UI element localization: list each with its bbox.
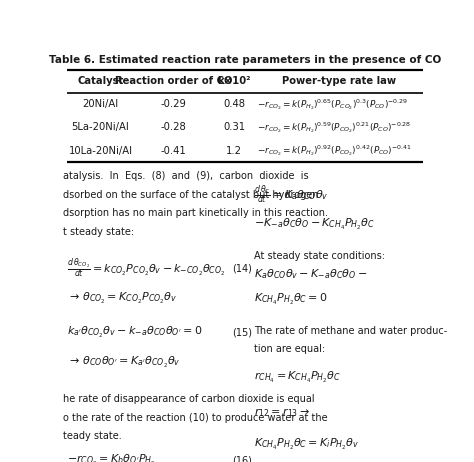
Text: -0.29: -0.29 [161,99,186,109]
Text: $r_{CH_4} = K_{CH_4}P_{H_2}\theta_C$: $r_{CH_4} = K_{CH_4}P_{H_2}\theta_C$ [254,370,341,384]
Text: $\frac{d\,\theta_C}{dt} = K_a\theta_{CO}\theta_v$: $\frac{d\,\theta_C}{dt} = K_a\theta_{CO}… [254,183,328,206]
Text: $r_{12} = r_{13} \rightarrow$: $r_{12} = r_{13} \rightarrow$ [254,406,310,419]
Text: $k_{a'}\theta_{CO_2}\theta_v - k_{-a}\theta_{CO}\theta_{O'} = 0$: $k_{a'}\theta_{CO_2}\theta_v - k_{-a}\th… [66,325,202,340]
Text: -0.28: -0.28 [161,122,186,133]
Text: dsorbed on the surface of the catalyst but hydrogen: dsorbed on the surface of the catalyst b… [63,189,319,200]
Text: 0.48: 0.48 [223,99,245,109]
Text: tion are equal:: tion are equal: [254,344,325,354]
Text: k×10²: k×10² [217,76,251,86]
Text: $K_{CH_4}P_{H_2}\theta_C = K_iP_{H_2}\theta_v$: $K_{CH_4}P_{H_2}\theta_C = K_iP_{H_2}\th… [254,437,359,452]
Text: $\frac{d\,\theta_{CO_2}}{dt} = k_{CO_2}P_{CO_2}\theta_v - k_{-CO_2}\theta_{CO_2}: $\frac{d\,\theta_{CO_2}}{dt} = k_{CO_2}P… [66,256,225,280]
Text: $\rightarrow\,\theta_{CO}\theta_{O'} = K_{a'}\theta_{CO_2}\theta_v$: $\rightarrow\,\theta_{CO}\theta_{O'} = K… [66,355,180,370]
Text: 1.2: 1.2 [226,146,242,156]
Text: Reaction order of CO: Reaction order of CO [115,76,232,86]
Text: (16): (16) [232,456,252,462]
Text: $-r_{CO_2} = k(P_{H_2})^{0.59}(P_{CO_2})^{0.21}(P_{CO})^{-0.28}$: $-r_{CO_2} = k(P_{H_2})^{0.59}(P_{CO_2})… [257,120,411,135]
Text: Power-type rate law: Power-type rate law [282,76,396,86]
Text: $-r_{CO_2} = k(P_{H_2})^{0.65}(P_{CO_2})^{0.3}(P_{CO})^{-0.29}$: $-r_{CO_2} = k(P_{H_2})^{0.65}(P_{CO_2})… [257,97,408,112]
Text: t steady state:: t steady state: [63,226,134,237]
Text: The rate of methane and water produc-: The rate of methane and water produc- [254,326,447,336]
Text: 20Ni/Al: 20Ni/Al [82,99,118,109]
Text: $\rightarrow\,\theta_{CO_2} = K_{CO_2}P_{CO_2}\theta_v$: $\rightarrow\,\theta_{CO_2} = K_{CO_2}P_… [66,291,177,306]
Text: dsorption has no main part kinetically in this reaction.: dsorption has no main part kinetically i… [63,208,328,218]
Text: $-r_{CO_2} = K_b\theta_{O'}P_{H_2}$: $-r_{CO_2} = K_b\theta_{O'}P_{H_2}$ [66,453,155,462]
Text: atalysis.  In  Eqs.  (8)  and  (9),  carbon  dioxide  is: atalysis. In Eqs. (8) and (9), carbon di… [63,171,309,181]
Text: At steady state conditions:: At steady state conditions: [254,251,385,261]
Text: (14): (14) [232,263,252,273]
Text: he rate of disappearance of carbon dioxide is equal: he rate of disappearance of carbon dioxi… [63,395,315,404]
Text: 0.31: 0.31 [223,122,245,133]
Text: (15): (15) [232,327,252,337]
Text: 5La-20Ni/Al: 5La-20Ni/Al [72,122,129,133]
Text: Table 6. Estimated reaction rate parameters in the presence of CO: Table 6. Estimated reaction rate paramet… [49,55,441,66]
Text: $K_a\theta_{CO}\theta_v - K_{-a}\theta_C\theta_O -$: $K_a\theta_{CO}\theta_v - K_{-a}\theta_C… [254,267,367,281]
Text: $-K_{-a}\theta_C\theta_O - K_{CH_4}P_{H_2}\theta_C$: $-K_{-a}\theta_C\theta_O - K_{CH_4}P_{H_… [254,217,375,232]
Text: teady state.: teady state. [63,432,122,442]
Text: Catalyst: Catalyst [77,76,124,86]
Text: $-r_{CO_2} = k(P_{H_2})^{0.92}(P_{CO_2})^{0.42}(P_{CO})^{-0.41}$: $-r_{CO_2} = k(P_{H_2})^{0.92}(P_{CO_2})… [257,143,412,158]
Text: $K_{CH_4}P_{H_2}\theta_C = 0$: $K_{CH_4}P_{H_2}\theta_C = 0$ [254,292,328,307]
Text: -0.41: -0.41 [161,146,186,156]
Text: 10La-20Ni/Al: 10La-20Ni/Al [68,146,132,156]
Text: o the rate of the reaction (10) to produce water at the: o the rate of the reaction (10) to produ… [63,413,328,423]
